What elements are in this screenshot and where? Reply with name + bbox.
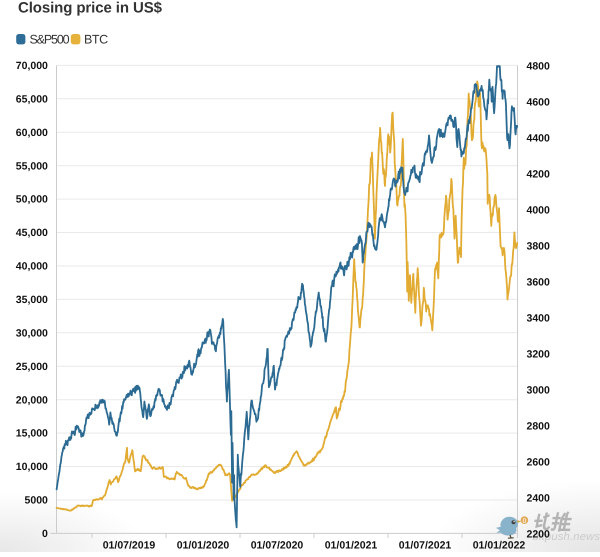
svg-text:45,000: 45,000 (16, 227, 48, 239)
svg-text:4800: 4800 (527, 61, 551, 73)
svg-text:S&P500: S&P500 (30, 33, 70, 47)
svg-text:01/01/2021: 01/01/2021 (325, 540, 378, 552)
svg-text:2200: 2200 (527, 529, 551, 541)
svg-text:10,000: 10,000 (16, 461, 48, 473)
svg-text:3600: 3600 (527, 277, 551, 289)
svg-text:3200: 3200 (527, 349, 551, 361)
svg-text:55,000: 55,000 (16, 160, 48, 172)
svg-text:3400: 3400 (527, 313, 551, 325)
svg-text:2400: 2400 (527, 493, 551, 505)
svg-text:01/01/2022: 01/01/2022 (473, 540, 526, 552)
svg-text:50,000: 50,000 (16, 194, 48, 206)
svg-text:5000: 5000 (25, 495, 49, 507)
svg-text:2600: 2600 (527, 457, 551, 469)
svg-text:65,000: 65,000 (16, 93, 48, 105)
svg-text:20,000: 20,000 (16, 394, 48, 406)
svg-text:35,000: 35,000 (16, 294, 48, 306)
svg-text:15,000: 15,000 (16, 428, 48, 440)
svg-text:2800: 2800 (527, 421, 551, 433)
svg-text:01/07/2019: 01/07/2019 (103, 540, 156, 552)
svg-text:4400: 4400 (527, 133, 551, 145)
svg-text:0: 0 (42, 528, 48, 540)
svg-text:3000: 3000 (527, 385, 551, 397)
svg-text:4600: 4600 (527, 97, 551, 109)
svg-text:Closing price in US$: Closing price in US$ (18, 0, 163, 17)
svg-text:70,000: 70,000 (16, 60, 48, 72)
svg-text:40,000: 40,000 (16, 261, 48, 273)
svg-text:0: 0 (522, 518, 526, 525)
svg-text:4200: 4200 (527, 169, 551, 181)
svg-text:01/07/2020: 01/07/2020 (251, 540, 304, 552)
svg-text:60,000: 60,000 (16, 127, 48, 139)
svg-text:30,000: 30,000 (16, 327, 48, 339)
svg-text:BTC: BTC (84, 33, 108, 47)
svg-text:25,000: 25,000 (16, 361, 48, 373)
svg-text:4000: 4000 (527, 205, 551, 217)
svg-text:01/01/2020: 01/01/2020 (177, 540, 230, 552)
svg-text:3800: 3800 (527, 241, 551, 253)
svg-text:01/07/2021: 01/07/2021 (399, 540, 452, 552)
